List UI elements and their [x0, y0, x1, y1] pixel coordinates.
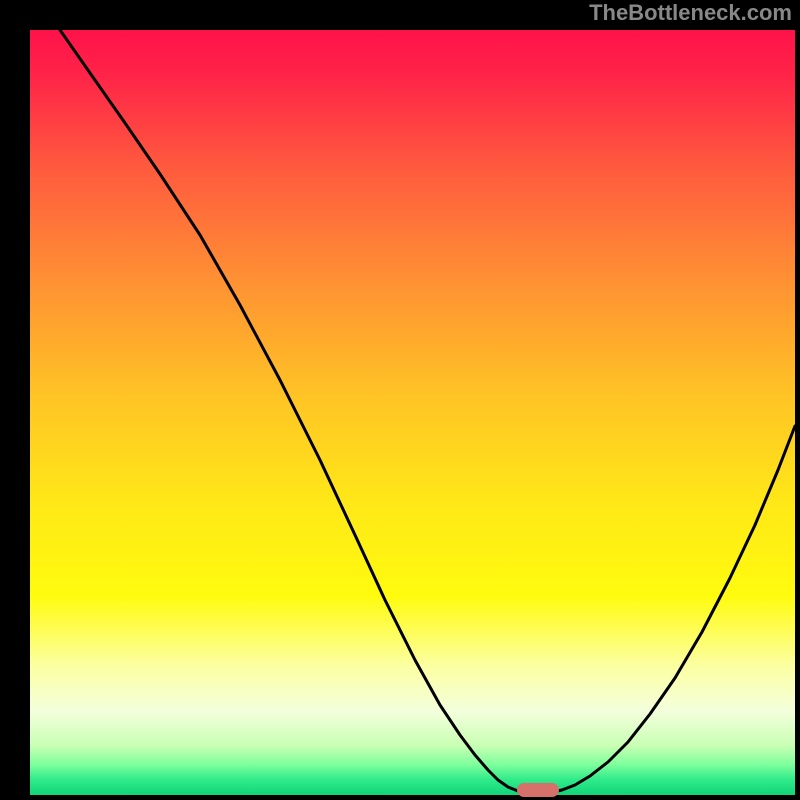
watermark-text: TheBottleneck.com: [589, 0, 792, 26]
optimal-marker: [517, 783, 559, 797]
bottleneck-curve: [60, 30, 795, 793]
plot-area: [30, 30, 795, 795]
curve-svg: [30, 30, 795, 795]
chart-container: TheBottleneck.com: [0, 0, 800, 800]
